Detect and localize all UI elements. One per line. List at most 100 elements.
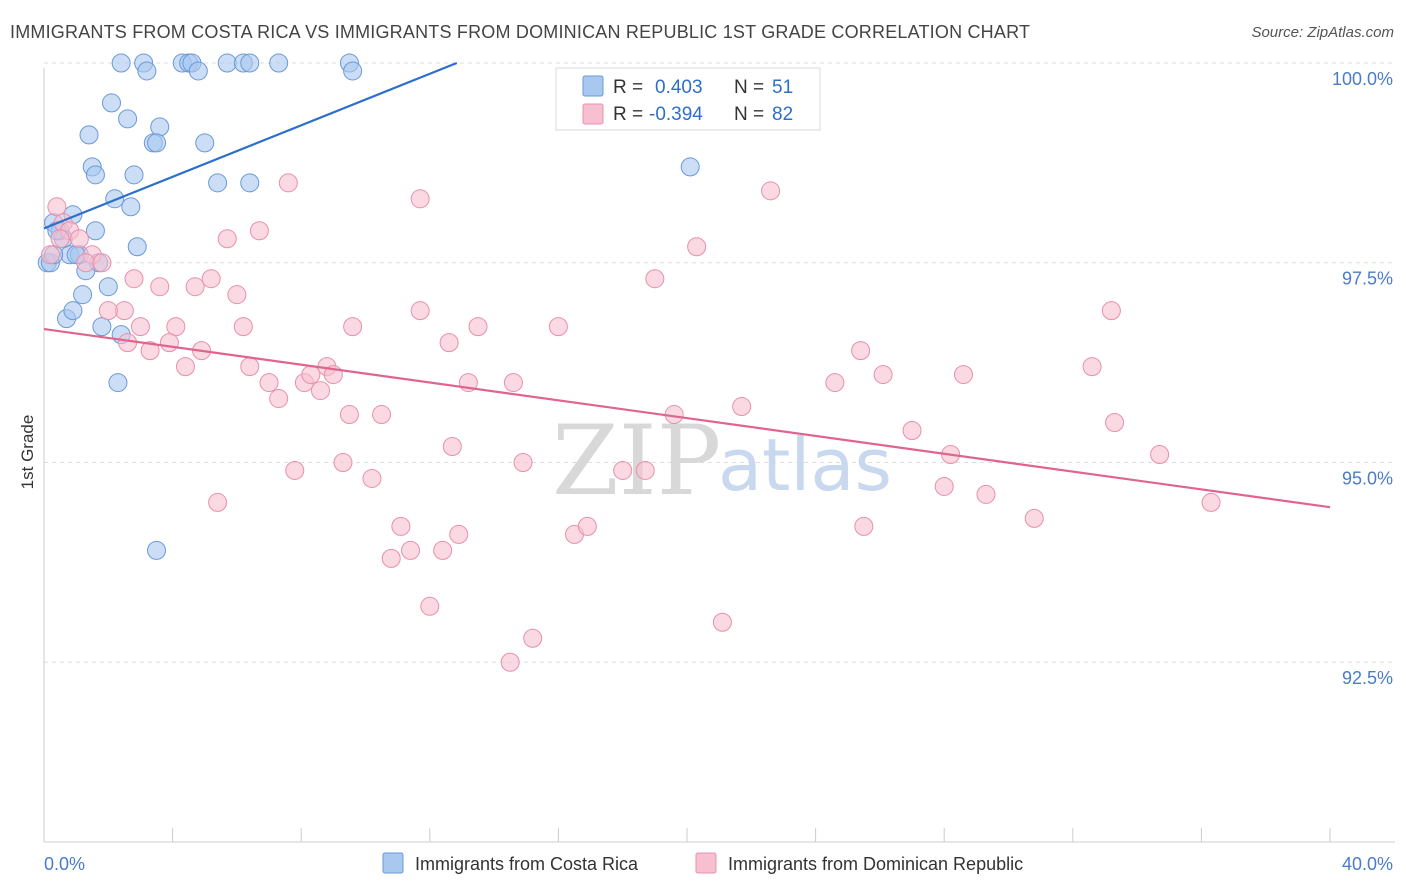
point-dominican-republic — [40, 245, 60, 265]
legend-r-label-1: R = — [613, 77, 643, 98]
point-dominican-republic — [249, 221, 269, 241]
point-dominican-republic — [401, 540, 421, 560]
point-dominican-republic — [381, 548, 401, 568]
point-costa-rica — [85, 165, 105, 185]
point-costa-rica — [73, 285, 93, 305]
legend-n-label-2: N = — [734, 104, 764, 125]
point-dominican-republic — [69, 229, 89, 249]
point-dominican-republic — [953, 365, 973, 385]
point-dominican-republic — [114, 301, 134, 321]
point-dominican-republic — [301, 365, 321, 385]
point-costa-rica — [188, 61, 208, 81]
point-dominican-republic — [433, 540, 453, 560]
point-dominican-republic — [240, 357, 260, 377]
point-dominican-republic — [1105, 413, 1125, 433]
bottom-legend-swatch-costa-rica — [382, 852, 404, 874]
y-tick-label: 92.5% — [1342, 668, 1393, 688]
point-costa-rica — [121, 197, 141, 217]
point-dominican-republic — [159, 333, 179, 353]
point-dominican-republic — [420, 596, 440, 616]
point-dominican-republic — [523, 628, 543, 648]
legend-box: R = 0.403 N = 51 R = -0.394 N = 82 — [555, 67, 821, 131]
legend-n-value-1: 51 — [772, 77, 793, 98]
point-dominican-republic — [98, 301, 118, 321]
point-dominican-republic — [854, 516, 874, 536]
point-costa-rica — [195, 133, 215, 153]
point-dominican-republic — [285, 460, 305, 480]
point-dominican-republic — [577, 516, 597, 536]
axes: 92.5% 95.0% 97.5% 100.0% 0.0% 40.0% — [43, 68, 1395, 874]
point-dominican-republic — [439, 333, 459, 353]
legend-r-value-1: 0.403 — [655, 77, 703, 98]
watermark-atlas: atlas — [718, 423, 892, 507]
legend-n-value-2: 82 — [772, 104, 793, 125]
point-dominican-republic — [410, 301, 430, 321]
point-dominican-republic — [362, 468, 382, 488]
point-dominican-republic — [1101, 301, 1121, 321]
y-tick-label: 97.5% — [1342, 269, 1393, 289]
point-dominican-republic — [873, 365, 893, 385]
point-dominican-republic — [217, 229, 237, 249]
point-dominican-republic — [1201, 492, 1221, 512]
legend-r-value-2: -0.394 — [649, 104, 703, 125]
point-costa-rica — [343, 61, 363, 81]
point-dominican-republic — [513, 452, 533, 472]
point-costa-rica — [111, 53, 131, 73]
point-costa-rica — [240, 173, 260, 193]
point-dominican-republic — [233, 317, 253, 337]
point-dominican-republic — [278, 173, 298, 193]
point-dominican-republic — [175, 357, 195, 377]
watermark: ZIP atlas — [552, 405, 892, 517]
point-costa-rica — [208, 173, 228, 193]
grid-lines — [44, 62, 1395, 663]
point-dominican-republic — [92, 253, 112, 273]
point-dominican-republic — [343, 317, 363, 337]
point-dominican-republic — [1082, 357, 1102, 377]
point-dominican-republic — [503, 373, 523, 393]
point-dominican-republic — [687, 237, 707, 257]
y-axis-label: 1st Grade — [18, 415, 37, 490]
legend-n-label-1: N = — [734, 77, 764, 98]
point-costa-rica — [124, 165, 144, 185]
point-costa-rica — [137, 61, 157, 81]
bottom-legend: Immigrants from Costa Rica Immigrants fr… — [382, 852, 1023, 874]
point-costa-rica — [98, 277, 118, 297]
point-dominican-republic — [500, 652, 520, 672]
point-dominican-republic — [339, 405, 359, 425]
point-dominican-republic — [269, 389, 289, 409]
point-dominican-republic — [150, 277, 170, 297]
point-dominican-republic — [372, 405, 392, 425]
bottom-legend-label-costa-rica: Immigrants from Costa Rica — [415, 854, 639, 874]
bottom-legend-swatch-dominican-republic — [695, 852, 717, 874]
point-costa-rica — [79, 125, 99, 145]
point-dominican-republic — [635, 460, 655, 480]
data-points — [37, 53, 1221, 672]
point-dominican-republic — [761, 181, 781, 201]
point-dominican-republic — [712, 612, 732, 632]
point-dominican-republic — [185, 277, 205, 297]
source-label: Source: ZipAtlas.com — [1251, 24, 1394, 41]
point-dominican-republic — [310, 381, 330, 401]
point-dominican-republic — [124, 269, 144, 289]
point-dominican-republic — [468, 317, 488, 337]
point-costa-rica — [85, 221, 105, 241]
legend-r-label-2: R = — [613, 104, 643, 125]
chart-title: IMMIGRANTS FROM COSTA RICA VS IMMIGRANTS… — [10, 22, 1031, 42]
point-costa-rica — [147, 540, 167, 560]
point-costa-rica — [127, 237, 147, 257]
point-costa-rica — [680, 157, 700, 177]
point-dominican-republic — [130, 317, 150, 337]
y-tick-label: 95.0% — [1342, 468, 1393, 488]
point-costa-rica — [92, 317, 112, 337]
point-dominican-republic — [1024, 508, 1044, 528]
point-dominican-republic — [50, 229, 70, 249]
trend-lines — [43, 61, 1331, 509]
point-costa-rica — [105, 189, 125, 209]
point-costa-rica — [102, 93, 122, 113]
point-dominican-republic — [391, 516, 411, 536]
point-dominican-republic — [208, 492, 228, 512]
point-costa-rica — [118, 109, 138, 129]
point-dominican-republic — [449, 524, 469, 544]
x-tick-label-max: 40.0% — [1342, 854, 1393, 874]
